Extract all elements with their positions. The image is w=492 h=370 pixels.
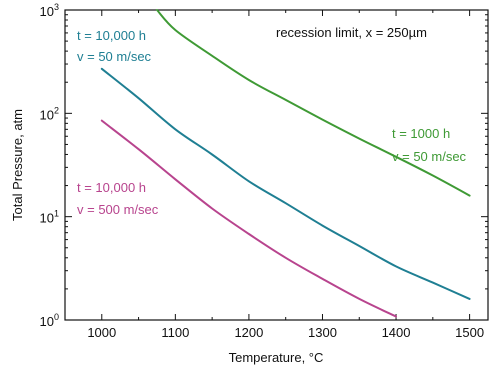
series-line-10000h-500ms xyxy=(100,119,397,318)
x-tick-label: 1400 xyxy=(382,325,411,340)
series-lines xyxy=(100,9,471,318)
plot-frame xyxy=(64,9,489,321)
x-tick-label: 1500 xyxy=(455,325,484,340)
y-tick-label: 100 xyxy=(40,312,59,329)
series-label-10000h-500-line2: v = 500 m/sec xyxy=(77,202,159,217)
y-tick-label: 101 xyxy=(40,209,59,226)
series-label-10000h-500-line1: t = 10,000 h xyxy=(77,180,146,195)
series-label-10000h-50-line2: v = 50 m/sec xyxy=(77,49,152,64)
header-annotation: recession limit, x = 250µm xyxy=(276,25,427,40)
y-axis-title: Total Pressure, atm xyxy=(10,109,25,221)
x-tick-label: 1300 xyxy=(308,325,337,340)
series-line-1000h-50ms xyxy=(156,9,471,197)
series-label-10000h-50-line1: t = 10,000 h xyxy=(77,28,146,43)
series-label-1000h-line1: t = 1000 h xyxy=(392,126,450,141)
series-line-10000h-50ms xyxy=(100,67,471,300)
x-axis-title: Temperature, °C xyxy=(229,350,324,365)
tick-labels: 1000 1100 1200 1300 1400 1500 100 101 102 103 xyxy=(40,2,485,340)
x-tick-label: 1000 xyxy=(87,325,116,340)
series-label-1000h-line2: v = 50 m/sec xyxy=(392,149,467,164)
x-tick-label: 1200 xyxy=(234,325,263,340)
y-tick-label: 103 xyxy=(40,2,59,19)
axis-ticks xyxy=(65,9,488,321)
y-tick-label: 102 xyxy=(40,105,59,122)
x-tick-label: 1100 xyxy=(161,325,189,340)
